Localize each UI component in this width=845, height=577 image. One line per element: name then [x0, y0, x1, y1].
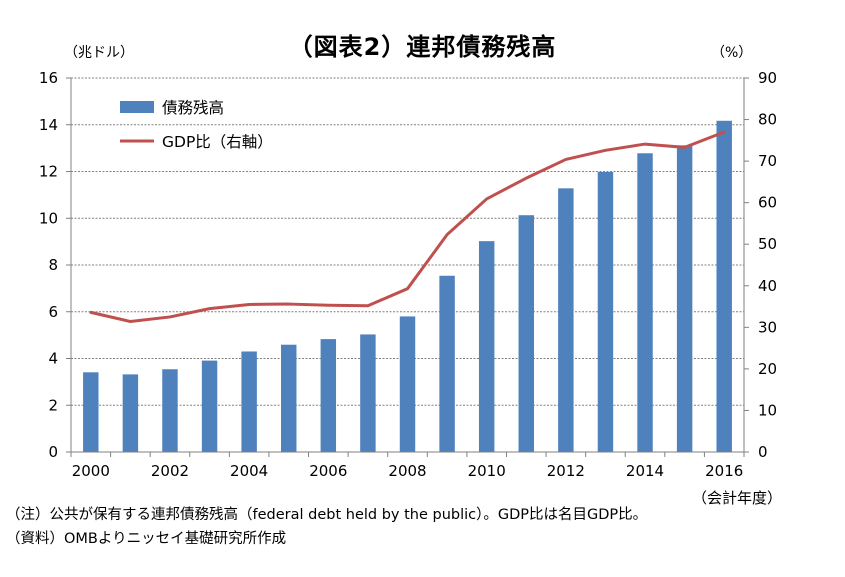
- left-tick-label: 4: [48, 350, 58, 368]
- left-tick-label: 2: [48, 396, 58, 414]
- x-tick-label: 2016: [705, 462, 743, 480]
- right-axis-unit: （%）: [711, 45, 753, 61]
- left-tick-label: 10: [39, 209, 58, 227]
- legend-swatch-bar: [120, 101, 154, 113]
- right-tick-label: 0: [758, 443, 768, 461]
- chart-title: （図表2）連邦債務残高: [288, 33, 557, 61]
- right-tick-label: 10: [758, 401, 777, 419]
- left-tick-label: 14: [39, 116, 58, 134]
- x-tick-label: 2010: [468, 462, 506, 480]
- x-tick-label: 2000: [72, 462, 110, 480]
- x-tick-label: 2012: [547, 462, 585, 480]
- right-tick-label: 90: [758, 69, 777, 87]
- x-tick-label: 2014: [626, 462, 664, 480]
- left-tick-label: 6: [48, 303, 58, 321]
- bar-2016: [716, 120, 732, 453]
- bar-2004: [241, 351, 257, 452]
- x-tick-label: 2006: [309, 462, 347, 480]
- right-tick-label: 40: [758, 277, 777, 295]
- x-tick-label: 2008: [388, 462, 426, 480]
- x-axis-unit: （会計年度）: [692, 489, 783, 507]
- left-tick-label: 12: [39, 163, 58, 181]
- legend-label-gdp: GDP比（右軸）: [162, 133, 273, 151]
- bar-2011: [518, 215, 534, 452]
- x-tick-label: 2002: [151, 462, 189, 480]
- bar-2005: [281, 344, 297, 452]
- left-tick-label: 16: [39, 69, 58, 87]
- right-tick-label: 60: [758, 194, 777, 212]
- gdp-ratio-line: [89, 130, 726, 324]
- right-tick-label: 20: [758, 360, 777, 378]
- source-note: （資料）OMBよりニッセイ基礎研究所作成: [6, 531, 287, 547]
- bar-2012: [558, 188, 574, 452]
- bar-2014: [637, 153, 653, 452]
- bar-2013: [597, 171, 614, 452]
- left-axis-unit: （兆ドル）: [64, 45, 134, 61]
- bar-2003: [201, 360, 218, 452]
- bar-2007: [360, 334, 376, 452]
- x-tick-label: 2004: [230, 462, 268, 480]
- right-tick-label: 80: [758, 111, 777, 129]
- bar-2015: [676, 145, 693, 452]
- left-tick-label: 0: [48, 443, 58, 461]
- footnote: （注）公共が保有する連邦債務残高（federal debt held by th…: [6, 507, 648, 523]
- right-tick-label: 50: [758, 235, 777, 253]
- bar-2009: [439, 275, 455, 452]
- bar-2001: [122, 374, 139, 452]
- bar-2002: [162, 369, 178, 452]
- bar-2008: [399, 316, 416, 452]
- bar-2010: [478, 241, 495, 452]
- legend-label-debt: 債務残高: [162, 99, 224, 117]
- right-tick-label: 70: [758, 152, 777, 170]
- left-tick-label: 8: [48, 256, 58, 274]
- bar-2000: [83, 372, 99, 452]
- right-tick-label: 30: [758, 318, 777, 336]
- bar-2006: [320, 339, 337, 452]
